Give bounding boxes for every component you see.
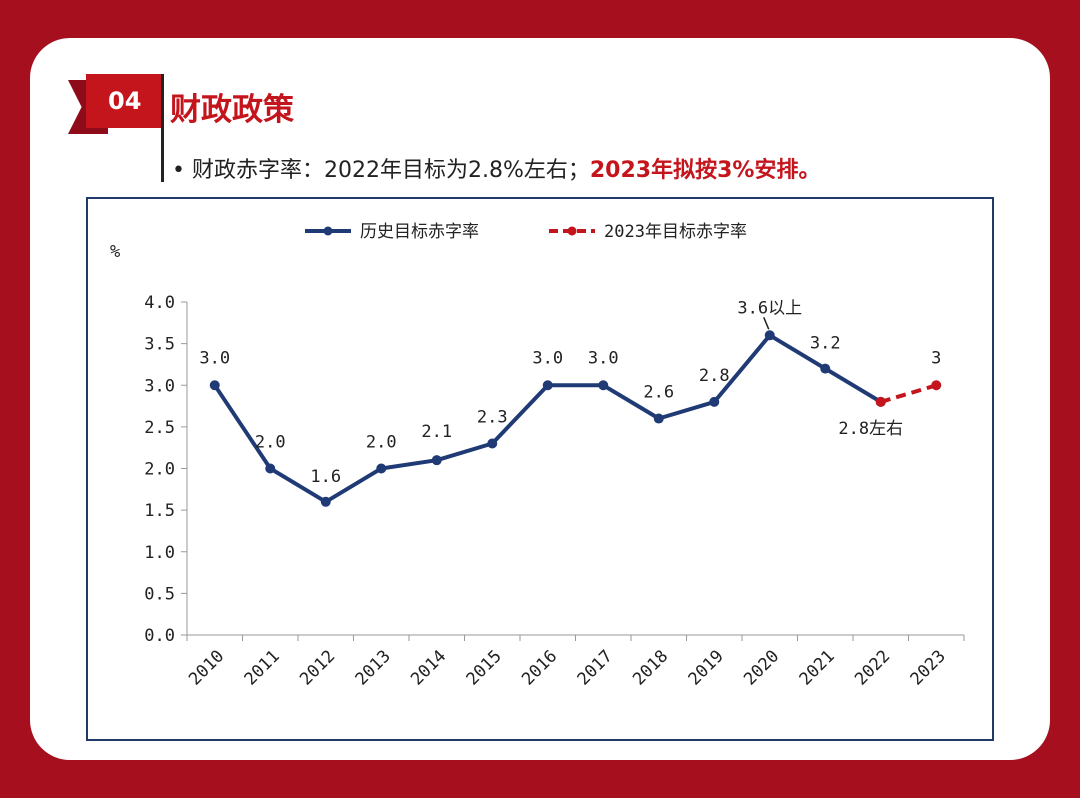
data-label: 3.6以上 (737, 298, 802, 318)
data-label: 2.8左右 (838, 419, 903, 439)
subtitle-text: 财政赤字率：2022年目标为2.8%左右； (191, 158, 590, 183)
y-tick-label: 1.5 (144, 501, 175, 521)
data-point (598, 380, 609, 391)
data-point (764, 330, 775, 341)
data-point (931, 380, 942, 391)
y-axis-label: % (110, 242, 120, 262)
data-point (875, 396, 886, 407)
x-tick-label: 2015 (463, 646, 506, 689)
x-tick-label: 2010 (185, 646, 228, 689)
data-label: 2.1 (421, 422, 452, 442)
y-tick-label: 4.0 (144, 293, 175, 313)
x-tick-label: 2022 (851, 646, 894, 689)
x-tick-label: 2019 (685, 646, 728, 689)
deficit-rate-chart: 0.0 0.5 1.0 1.5 2.0 2.5 3.0 3.5 4.0% 2010 2011 2012… (110, 222, 965, 689)
section-number-badge: 04 (86, 74, 162, 128)
x-tick-label: 2011 (241, 646, 284, 689)
chart-frame: 0.0 0.5 1.0 1.5 2.0 2.5 3.0 3.5 4.0% 2010 2011 2012… (86, 197, 994, 741)
x-tick-label: 2020 (740, 646, 783, 689)
data-label: 1.6 (310, 467, 341, 487)
data-label: 2.3 (477, 408, 508, 428)
data-point (709, 396, 720, 407)
y-tick-label: 2.5 (144, 418, 175, 438)
data-label: 3.0 (199, 348, 230, 368)
legend-label: 历史目标赤字率 (360, 222, 479, 242)
data-label: 3.0 (588, 348, 619, 368)
x-tick-label: 2021 (796, 646, 839, 689)
y-tick-label: 3.5 (144, 335, 175, 355)
x-tick-label: 2012 (296, 646, 339, 689)
y-tick-label: 1.0 (144, 543, 175, 563)
data-label: 3 (931, 348, 941, 368)
label-leader-line (763, 317, 770, 330)
subtitle: • 财政赤字率：2022年目标为2.8%左右；2023年拟按3%安排。 (172, 152, 820, 184)
y-tick-label: 3.0 (144, 376, 175, 396)
x-tick-label: 2018 (629, 646, 672, 689)
subtitle-highlight: 2023年拟按3%安排。 (589, 158, 821, 183)
y-tick-label: 2.0 (144, 460, 175, 480)
y-tick-label: 0.5 (144, 584, 175, 604)
legend-label: 2023年目标赤字率 (604, 222, 747, 242)
section-title: 财政政策 (170, 92, 294, 128)
data-point (487, 438, 498, 449)
y-tick-label: 0.0 (144, 626, 175, 646)
x-tick-label: 2014 (407, 646, 450, 689)
bullet: • (172, 158, 185, 183)
x-tick-label: 2013 (352, 646, 395, 689)
data-point (265, 463, 276, 474)
data-label: 2.6 (643, 383, 674, 403)
data-point (653, 413, 664, 424)
data-point (820, 363, 831, 374)
x-tick-label: 2023 (907, 646, 950, 689)
data-point (209, 380, 220, 391)
data-label: 3.2 (810, 334, 841, 354)
data-point (376, 463, 387, 474)
x-tick-label: 2016 (518, 646, 561, 689)
data-point (320, 496, 331, 507)
data-point (542, 380, 553, 391)
header-divider (161, 74, 164, 182)
legend-swatch-marker (567, 226, 577, 236)
data-label: 3.0 (532, 348, 563, 368)
series-line (880, 383, 937, 404)
data-label: 2.0 (255, 433, 286, 453)
x-tick-label: 2017 (574, 646, 617, 689)
data-label: 2.0 (366, 433, 397, 453)
legend-swatch-marker (323, 226, 333, 236)
data-point (431, 455, 442, 466)
data-label: 2.8 (699, 366, 730, 386)
